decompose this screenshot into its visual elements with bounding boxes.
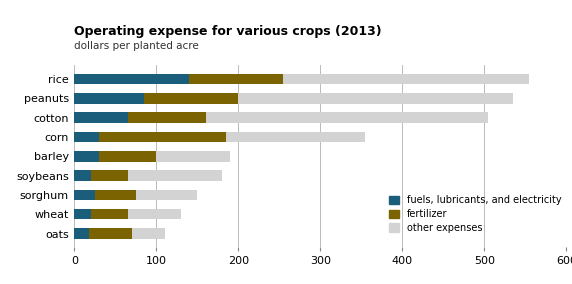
- Bar: [74, 151, 99, 162]
- Bar: [91, 170, 128, 181]
- Bar: [128, 170, 222, 181]
- Bar: [95, 189, 136, 200]
- Bar: [74, 74, 189, 84]
- Bar: [128, 209, 181, 220]
- Legend: fuels, lubricants, and electricity, fertilizer, other expenses: fuels, lubricants, and electricity, fert…: [390, 195, 562, 233]
- Text: dollars per planted acre: dollars per planted acre: [74, 41, 199, 51]
- Bar: [74, 112, 128, 123]
- Bar: [74, 93, 144, 104]
- Bar: [99, 131, 226, 142]
- Bar: [226, 131, 366, 142]
- Bar: [74, 209, 91, 220]
- Bar: [89, 228, 132, 239]
- Bar: [189, 74, 284, 84]
- Bar: [132, 228, 165, 239]
- Bar: [156, 151, 230, 162]
- Bar: [128, 112, 205, 123]
- Bar: [74, 131, 99, 142]
- Bar: [144, 93, 239, 104]
- Bar: [99, 151, 156, 162]
- Bar: [284, 74, 530, 84]
- Bar: [74, 170, 91, 181]
- Bar: [74, 228, 89, 239]
- Bar: [91, 209, 128, 220]
- Bar: [136, 189, 197, 200]
- Text: Operating expense for various crops (2013): Operating expense for various crops (201…: [74, 25, 382, 38]
- Bar: [239, 93, 513, 104]
- Bar: [74, 189, 95, 200]
- Bar: [205, 112, 488, 123]
